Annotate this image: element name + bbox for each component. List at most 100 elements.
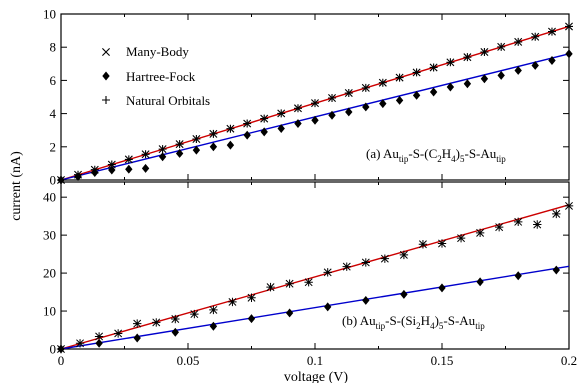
data-point-many-body xyxy=(456,233,466,243)
data-point-many-body xyxy=(113,329,123,338)
data-point-hartree-fock xyxy=(57,344,65,354)
legend-marker-many-body xyxy=(102,48,110,56)
y-tick-label: 2 xyxy=(50,139,57,154)
panel-b-annotation-part: -S-(Si xyxy=(385,313,416,328)
data-point-hartree-fock xyxy=(209,321,218,331)
y-axis-title: current (nA) xyxy=(9,151,24,221)
data-point-natural-orbitals xyxy=(565,22,573,31)
data-point-many-body xyxy=(304,278,313,287)
data-point-natural-orbitals xyxy=(531,32,540,41)
data-point-hartree-fock xyxy=(463,79,472,89)
data-point-many-body xyxy=(323,268,332,277)
data-point-hartree-fock xyxy=(514,65,522,75)
panel-b-ticks: 0 10 20 30 40 0 0.05 0.1 0.15 0.2 xyxy=(43,182,577,368)
panel-b-annotation-sub: tip xyxy=(475,321,485,331)
data-point-hartree-fock xyxy=(497,70,505,80)
data-point-natural-orbitals xyxy=(243,119,252,128)
data-point-natural-orbitals xyxy=(328,93,337,102)
panel-b-annotation-sub: tip xyxy=(376,321,386,331)
panel-b-fit-lines xyxy=(60,204,570,350)
data-point-hartree-fock xyxy=(429,87,438,97)
data-point-hartree-fock xyxy=(345,107,353,117)
x-axis-title: voltage (V) xyxy=(284,370,348,383)
data-point-hartree-fock xyxy=(277,124,285,134)
data-point-hartree-fock xyxy=(328,110,336,120)
data-point-many-body xyxy=(75,339,85,348)
x-tick-label: 0.05 xyxy=(177,353,200,368)
y-tick-label: 10 xyxy=(43,7,56,22)
y-tick-label: 8 xyxy=(50,40,57,55)
panel-a-annotation-part: -S-(C xyxy=(408,146,437,161)
data-point-natural-orbitals xyxy=(344,89,353,98)
data-point-hartree-fock xyxy=(247,314,256,324)
data-point-hartree-fock xyxy=(243,130,251,140)
data-point-natural-orbitals xyxy=(141,150,150,159)
data-point-hartree-fock xyxy=(552,265,560,275)
panel-b-markers xyxy=(56,201,574,354)
data-point-many-body xyxy=(380,254,390,263)
data-point-many-body xyxy=(552,209,561,219)
legend-label-many-body: Many-Body xyxy=(126,44,189,59)
y-tick-label: 0 xyxy=(50,342,57,357)
y-tick-label: 10 xyxy=(43,304,56,319)
data-point-many-body xyxy=(437,239,447,248)
data-point-hartree-fock xyxy=(400,289,408,299)
data-point-natural-orbitals xyxy=(378,78,387,87)
data-point-natural-orbitals xyxy=(209,129,218,138)
panel-a-annotation-sub: 2 xyxy=(437,154,442,164)
data-point-natural-orbitals xyxy=(311,99,319,108)
data-point-many-body xyxy=(171,314,180,324)
data-point-hartree-fock xyxy=(362,102,370,112)
data-point-many-body xyxy=(418,240,428,249)
data-point-hartree-fock xyxy=(108,165,116,175)
legend-marker-natural-orbitals xyxy=(102,96,110,104)
data-point-hartree-fock xyxy=(480,74,489,84)
data-point-hartree-fock xyxy=(446,82,455,92)
panel-b-annotation-part: ) xyxy=(435,313,439,328)
data-point-hartree-fock xyxy=(226,140,235,150)
data-point-natural-orbitals xyxy=(446,58,455,67)
x-tick-label: 0 xyxy=(58,353,65,368)
data-point-hartree-fock xyxy=(362,295,370,305)
data-point-hartree-fock xyxy=(74,172,82,182)
panel-a-annotation-part: -S-Au xyxy=(465,146,497,161)
panel-a-annotation-part: (a) Au xyxy=(366,146,399,161)
data-point-hartree-fock xyxy=(324,302,332,312)
data-point-natural-orbitals xyxy=(226,124,235,133)
data-point-many-body xyxy=(190,309,199,319)
data-point-natural-orbitals xyxy=(412,68,421,77)
panel-a-annotation-sub: 5 xyxy=(460,154,465,164)
data-point-natural-orbitals xyxy=(361,83,370,92)
panel-a-annotation-part: ) xyxy=(456,146,460,161)
data-point-natural-orbitals xyxy=(429,63,438,72)
panel-a-markers xyxy=(57,22,573,185)
data-point-many-body xyxy=(209,305,218,315)
data-point-natural-orbitals xyxy=(158,145,167,154)
data-point-hartree-fock xyxy=(379,99,387,109)
y-tick-label: 20 xyxy=(43,266,56,281)
panel-a-annotation-sub: 4 xyxy=(451,154,456,164)
data-point-hartree-fock xyxy=(476,277,484,287)
data-point-many-body xyxy=(361,258,370,267)
legend-label-natural-orbitals: Natural Orbitals xyxy=(126,93,210,108)
data-point-hartree-fock xyxy=(209,142,218,152)
data-point-many-body xyxy=(533,220,542,229)
data-point-hartree-fock xyxy=(171,327,179,337)
data-point-hartree-fock xyxy=(438,283,446,293)
panel-a-annotation: (a) Autip-S-(C2H4)5-S-Autip xyxy=(366,146,506,164)
data-point-many-body xyxy=(564,201,574,211)
panel-a-annotation-sub: tip xyxy=(399,154,409,164)
data-point-natural-orbitals xyxy=(175,140,184,149)
data-point-hartree-fock xyxy=(514,271,522,281)
x-tick-label: 0.2 xyxy=(561,353,577,368)
series-fit-red-line xyxy=(60,204,570,350)
data-point-hartree-fock xyxy=(311,115,319,125)
data-point-natural-orbitals xyxy=(497,42,506,51)
data-point-many-body xyxy=(399,250,409,260)
legend: Many-Body Hartree-Fock Natural Orbitals xyxy=(102,44,210,108)
data-point-many-body xyxy=(285,279,294,288)
x-tick-label: 0.1 xyxy=(307,353,323,368)
data-point-many-body xyxy=(94,332,104,341)
